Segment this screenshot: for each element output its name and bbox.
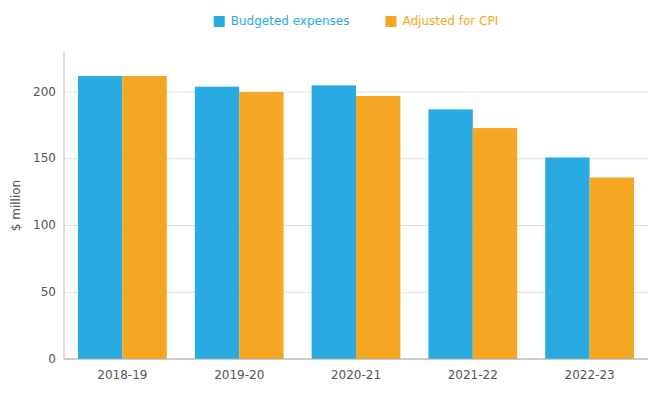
x-tick-label: 2022-23: [565, 368, 615, 382]
legend-label: Budgeted expenses: [231, 14, 350, 28]
grid-line: [64, 359, 648, 360]
legend-swatch: [385, 16, 396, 27]
y-tick-label: 150: [33, 151, 56, 165]
bars: [78, 76, 634, 359]
x-tick-label: 2020-21: [331, 368, 381, 382]
legend-item: Budgeted expenses: [214, 14, 350, 28]
bar: [312, 85, 356, 359]
legend-item: Adjusted for CPI: [385, 14, 498, 28]
bar: [195, 87, 239, 359]
legend-swatch: [214, 16, 225, 27]
y-tick-label: 200: [33, 85, 56, 99]
legend-label: Adjusted for CPI: [402, 14, 498, 28]
x-axis-line: [64, 359, 648, 360]
bar: [122, 76, 166, 359]
chart-container: 0 50 100 150 200 $ million 2018-19 2019-20 2020-…: [0, 0, 664, 399]
bar: [473, 128, 517, 359]
chart: 0 50 100 150 200 $ million 2018-19 2019-20 2020-…: [0, 0, 664, 399]
bar: [545, 157, 589, 359]
y-tick-label: 100: [33, 218, 56, 232]
y-axis-line: [64, 52, 65, 359]
bar: [78, 76, 122, 359]
bar: [239, 92, 283, 359]
y-tick-label: 50: [41, 285, 56, 299]
x-tick-label: 2021-22: [448, 368, 498, 382]
bar: [356, 96, 400, 359]
legend: Budgeted expenses Adjusted for CPI: [214, 14, 499, 28]
y-axis-label: $ million: [9, 180, 23, 231]
bar: [590, 177, 634, 359]
x-tick-label: 2018-19: [97, 368, 147, 382]
y-tick-label: 0: [48, 352, 56, 366]
bar: [428, 109, 472, 359]
x-tick-label: 2019-20: [214, 368, 264, 382]
